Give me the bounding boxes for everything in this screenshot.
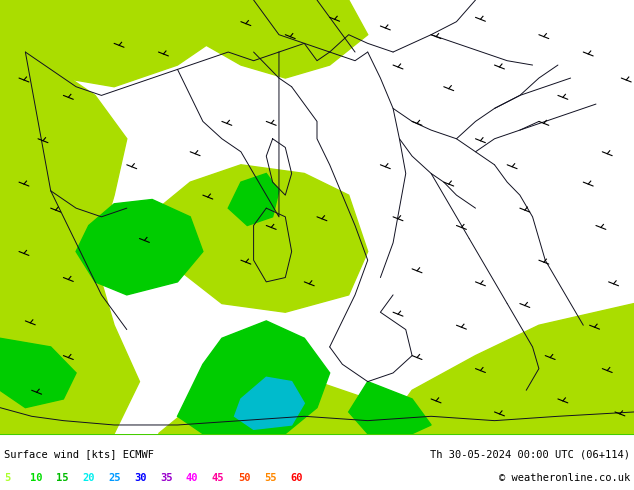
Text: 15: 15 xyxy=(56,473,68,483)
Polygon shape xyxy=(235,377,304,429)
Polygon shape xyxy=(178,321,330,434)
Polygon shape xyxy=(76,199,203,295)
Text: 60: 60 xyxy=(290,473,302,483)
Text: 25: 25 xyxy=(108,473,120,483)
Polygon shape xyxy=(0,0,222,87)
Text: 5: 5 xyxy=(4,473,10,483)
Polygon shape xyxy=(0,338,76,408)
Text: 20: 20 xyxy=(82,473,94,483)
Text: 50: 50 xyxy=(238,473,250,483)
Text: 10: 10 xyxy=(30,473,42,483)
Polygon shape xyxy=(158,356,380,434)
Text: 30: 30 xyxy=(134,473,146,483)
Polygon shape xyxy=(228,173,279,225)
Text: 35: 35 xyxy=(160,473,172,483)
Polygon shape xyxy=(0,52,139,434)
Polygon shape xyxy=(158,165,368,312)
Text: Th 30-05-2024 00:00 UTC (06+114): Th 30-05-2024 00:00 UTC (06+114) xyxy=(430,449,630,460)
Text: 45: 45 xyxy=(212,473,224,483)
Polygon shape xyxy=(178,0,368,78)
Text: 55: 55 xyxy=(264,473,276,483)
Text: 40: 40 xyxy=(186,473,198,483)
Text: © weatheronline.co.uk: © weatheronline.co.uk xyxy=(499,473,630,483)
Polygon shape xyxy=(380,304,634,434)
Polygon shape xyxy=(349,382,431,434)
Text: Surface wind [kts] ECMWF: Surface wind [kts] ECMWF xyxy=(4,449,154,460)
